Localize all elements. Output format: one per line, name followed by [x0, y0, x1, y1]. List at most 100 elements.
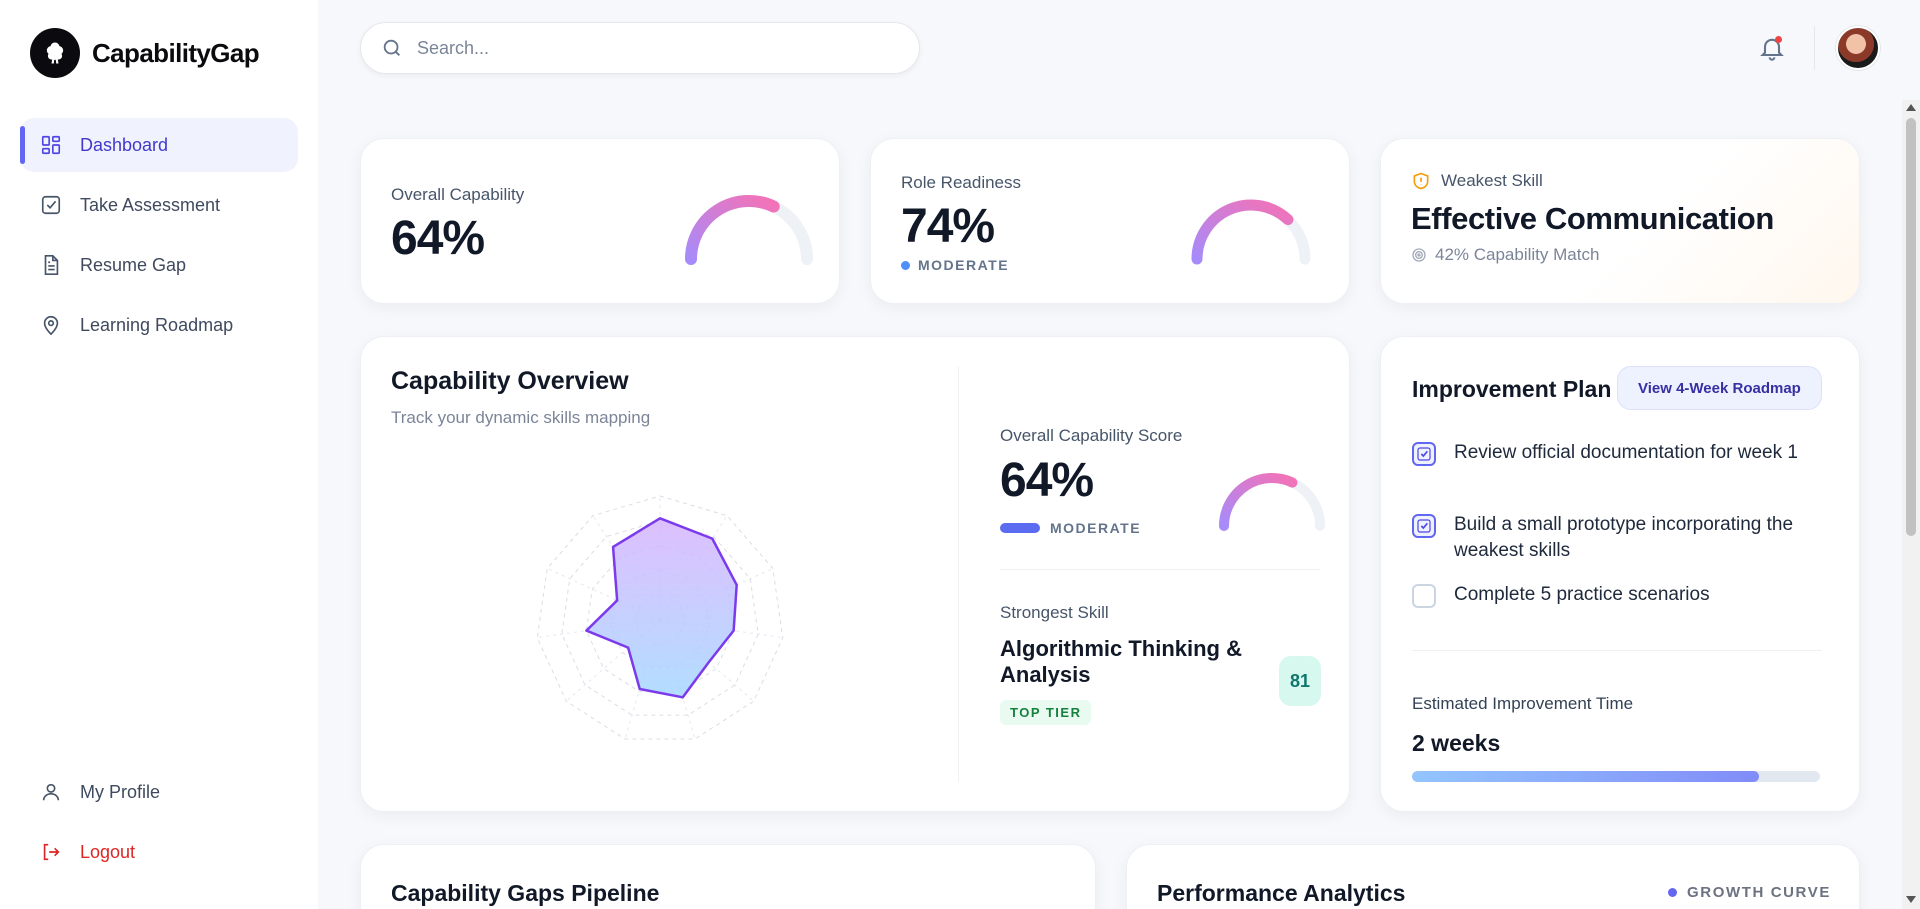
task-checkbox[interactable] [1412, 584, 1436, 608]
brand[interactable]: CapabilityGap [30, 28, 260, 78]
sidebar-bottom-nav: My Profile Logout [20, 765, 298, 885]
task-checkbox[interactable] [1412, 514, 1436, 538]
weakest-skill-match-text: 42% Capability Match [1435, 245, 1600, 264]
task-text: Review official documentation for week 1 [1454, 442, 1798, 463]
overview-divider [958, 367, 959, 782]
nav-item-learning-roadmap[interactable]: Learning Roadmap [20, 298, 298, 352]
plan-divider [1412, 650, 1822, 651]
map-pin-icon [43, 315, 59, 336]
user-icon [42, 783, 60, 801]
shield-alert-icon [1413, 172, 1429, 190]
performance-analytics-card [1126, 844, 1860, 909]
task-text: Build a small prototype incorporating th… [1454, 514, 1794, 561]
overall-capability-value: 64% [391, 212, 485, 265]
view-roadmap-button[interactable]: View 4-Week Roadmap [1617, 366, 1822, 410]
document-icon [44, 255, 59, 275]
nav-item-resume-gap[interactable]: Resume Gap [20, 238, 298, 292]
role-readiness-tier-label: MODERATE [918, 257, 1010, 273]
nav-item-my-profile[interactable]: My Profile [20, 765, 298, 819]
nav-item-take-assessment[interactable]: Take Assessment [20, 178, 298, 232]
weakest-skill-content: Weakest Skill Effective Communication 42… [1411, 171, 1774, 265]
brand-name: CapabilityGap [92, 37, 260, 68]
nav-label-take-assessment: Take Assessment [80, 194, 221, 215]
tier-dot [901, 260, 910, 270]
improvement-progress-bar [1412, 771, 1820, 782]
capability-overview-subtitle: Track your dynamic skills mapping [391, 408, 651, 427]
radar-skill-area [585, 517, 738, 699]
radar-grid-ring [561, 520, 759, 716]
performance-analytics-title: Performance Analytics [1157, 880, 1406, 906]
role-readiness-value: 74% [901, 200, 995, 253]
nav-item-logout[interactable]: Logout [20, 825, 298, 879]
checkbox-icon [41, 195, 61, 215]
nav-label-logout: Logout [80, 841, 136, 862]
overall-score-label: Overall Capability Score [1000, 426, 1183, 445]
overall-capability-label: Overall Capability [391, 185, 525, 204]
capability-overview-title: Capability Overview [391, 367, 629, 395]
task-item: Build a small prototype incorporating th… [1412, 512, 1822, 563]
capability-radar-chart [536, 495, 784, 740]
weakest-skill-match: 42% Capability Match [1411, 245, 1774, 265]
nav-label-learning-roadmap: Learning Roadmap [80, 314, 234, 335]
overall-capability-gauge-arc [685, 195, 780, 265]
overall-capability-gauge [685, 195, 813, 265]
nav-label-my-profile: My Profile [80, 781, 161, 802]
search-icon [383, 39, 400, 56]
scroll-up-arrow-icon[interactable] [1906, 104, 1916, 111]
task-text: Complete 5 practice scenarios [1454, 584, 1710, 605]
tier-bar [1000, 523, 1040, 533]
weakest-skill-label: Weakest Skill [1441, 171, 1543, 190]
overview-horizontal-divider [1000, 569, 1320, 570]
gaps-pipeline-title: Capability Gaps Pipeline [391, 880, 660, 906]
radar-grid-ring [585, 545, 735, 692]
task-item: Complete 5 practice scenarios [1412, 582, 1822, 608]
role-readiness-label: Role Readiness [901, 173, 1022, 192]
legend-dot [1668, 888, 1677, 897]
role-readiness-gauge-arc [1191, 199, 1294, 265]
weakest-skill-card: Weakest Skill Effective Communication 42… [1380, 138, 1860, 304]
nav-label-dashboard: Dashboard [80, 134, 169, 155]
task-checkbox[interactable] [1412, 442, 1436, 466]
scroll-thumb[interactable] [1906, 118, 1916, 536]
improvement-plan-title: Improvement Plan [1412, 376, 1612, 402]
search-input[interactable] [417, 37, 877, 59]
growth-curve-legend: GROWTH CURVE [1668, 884, 1831, 901]
improvement-progress-fill [1412, 771, 1759, 782]
improvement-plan-card [1380, 336, 1860, 812]
role-readiness-card: Role Readiness 74% MODERATE [870, 138, 1350, 304]
sidebar: CapabilityGap Dashboard Take Assessment … [0, 0, 318, 909]
overall-score-value: 64% [1000, 454, 1094, 507]
strongest-skill-name: Algorithmic Thinking & Analysis [1000, 636, 1242, 688]
avatar[interactable] [1836, 26, 1880, 70]
target-icon [1412, 248, 1426, 262]
role-readiness-tier: MODERATE [901, 257, 1009, 273]
main-nav: Dashboard Take Assessment Resume Gap Lea… [20, 118, 298, 358]
role-readiness-gauge [1191, 199, 1311, 265]
check-icon [1417, 447, 1431, 461]
estimate-label: Estimated Improvement Time [1412, 694, 1634, 713]
scroll-down-arrow-icon[interactable] [1906, 896, 1916, 903]
nav-item-dashboard[interactable]: Dashboard [20, 118, 298, 172]
overall-score-gauge-arc [1219, 473, 1298, 531]
overall-score-gauge [1219, 473, 1325, 531]
strongest-skill-label: Strongest Skill [1000, 603, 1109, 622]
brand-logo-icon [30, 28, 80, 78]
header-separator [1814, 26, 1815, 70]
dashboard-grid-icon [41, 135, 61, 155]
gaps-pipeline-card [360, 844, 1096, 909]
strongest-skill-score: 81 [1279, 656, 1321, 706]
notification-dot [1775, 36, 1782, 43]
growth-curve-label: GROWTH CURVE [1687, 884, 1831, 901]
top-tier-badge: TOP TIER [1000, 700, 1092, 725]
logout-icon [43, 843, 60, 861]
search-bar[interactable] [360, 22, 920, 74]
estimate-value: 2 weeks [1412, 730, 1501, 756]
capability-overview-card [360, 336, 1350, 812]
weakest-skill-header: Weakest Skill [1411, 171, 1774, 191]
check-icon [1417, 519, 1431, 533]
weakest-skill-name: Effective Communication [1411, 201, 1774, 236]
overall-score-tier: MODERATE [1000, 520, 1141, 536]
radar-grid-ring [536, 495, 784, 740]
overall-capability-card: Overall Capability 64% [360, 138, 840, 304]
nav-label-resume-gap: Resume Gap [80, 254, 187, 275]
